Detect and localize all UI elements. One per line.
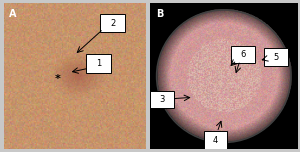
Text: 4: 4: [213, 136, 218, 145]
Text: 6: 6: [240, 50, 246, 59]
FancyBboxPatch shape: [86, 54, 111, 73]
Text: 2: 2: [110, 19, 115, 28]
Text: B: B: [156, 9, 163, 19]
Text: *: *: [55, 74, 60, 84]
FancyBboxPatch shape: [150, 91, 174, 108]
Text: 1: 1: [96, 59, 101, 68]
Text: 5: 5: [274, 53, 279, 62]
FancyBboxPatch shape: [264, 48, 288, 66]
FancyBboxPatch shape: [100, 14, 125, 33]
Text: 3: 3: [159, 95, 164, 104]
FancyBboxPatch shape: [231, 46, 255, 63]
Text: A: A: [9, 9, 17, 19]
FancyBboxPatch shape: [204, 131, 227, 149]
